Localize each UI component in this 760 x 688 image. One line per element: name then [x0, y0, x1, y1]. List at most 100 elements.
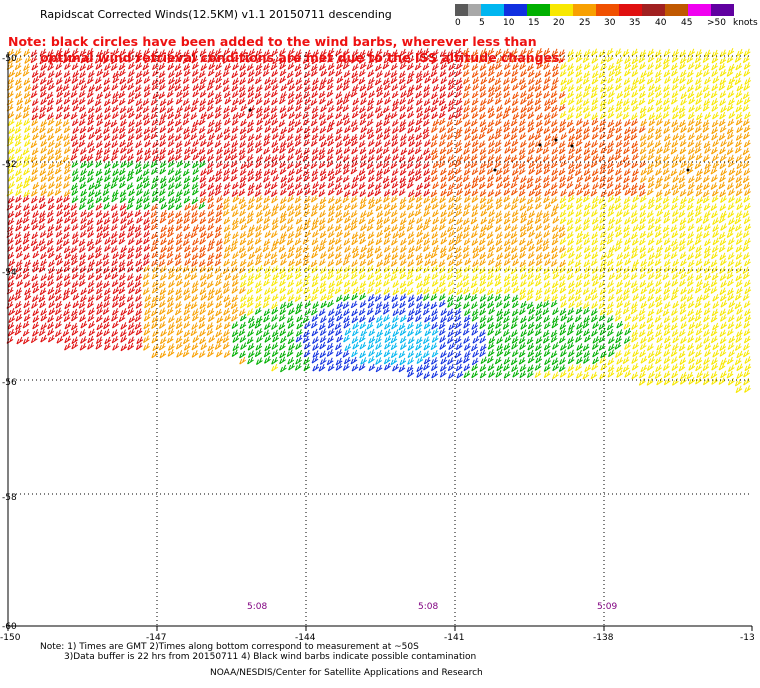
wind-barb — [727, 252, 735, 260]
wind-barb — [279, 301, 287, 310]
wind-barb — [222, 69, 230, 78]
wind-barb — [279, 286, 287, 294]
wind-barb — [208, 189, 215, 197]
wind-barb — [696, 112, 703, 121]
wind-barb — [560, 132, 568, 140]
wind-barb — [655, 364, 662, 373]
wind-barb — [503, 308, 511, 317]
wind-barb — [736, 202, 744, 211]
wind-barb — [71, 231, 79, 240]
wind-barb — [368, 328, 376, 337]
wind-barb — [63, 146, 71, 154]
wind-barb — [438, 279, 446, 288]
wind-barb — [310, 69, 318, 77]
wind-barb — [167, 224, 175, 233]
wind-barb — [311, 56, 319, 65]
wind-barb — [248, 48, 256, 57]
wind-barb — [56, 237, 64, 246]
wind-barb — [616, 320, 624, 329]
wind-barb — [624, 280, 631, 288]
wind-barb — [502, 174, 510, 183]
wind-barb — [479, 161, 487, 169]
wind-barb — [286, 133, 294, 142]
wind-barb — [664, 140, 672, 148]
wind-barb — [216, 202, 224, 211]
wind-barb — [720, 299, 728, 308]
wind-barb — [727, 293, 735, 301]
wind-barb — [614, 68, 622, 77]
wind-barb — [271, 97, 278, 106]
wind-barb — [255, 132, 262, 141]
wind-barb — [222, 209, 230, 217]
wind-barb — [304, 96, 312, 105]
wind-barb — [263, 97, 271, 106]
wind-barb — [472, 175, 480, 184]
wind-barb — [200, 230, 207, 239]
wind-barb — [606, 250, 614, 259]
wind-barb — [270, 77, 278, 85]
wind-barb — [134, 280, 142, 288]
wind-barb — [687, 328, 695, 337]
wind-barb — [38, 223, 46, 231]
wind-barb — [64, 301, 72, 310]
wind-barb — [503, 293, 511, 302]
lon-label: -13 — [740, 633, 755, 643]
wind-barb — [535, 252, 543, 260]
wind-barb — [88, 182, 96, 191]
wind-barb — [135, 140, 143, 149]
wind-barb — [686, 77, 694, 85]
wind-barb — [390, 335, 398, 344]
wind-barb — [432, 244, 440, 253]
wind-barb — [544, 133, 552, 141]
wind-barb — [694, 62, 702, 70]
wind-barb — [295, 174, 303, 183]
wind-barb — [519, 132, 527, 140]
wind-barb — [232, 231, 239, 240]
wind-barb — [623, 77, 631, 86]
wind-barb — [63, 314, 71, 322]
wind-barb — [342, 272, 350, 280]
wind-barb — [310, 118, 318, 127]
wind-barb — [15, 223, 22, 232]
wind-barb — [735, 244, 743, 253]
wind-barb — [168, 280, 175, 288]
wind-barb — [278, 96, 286, 105]
wind-barb — [150, 300, 158, 309]
wind-barb — [231, 329, 239, 338]
wind-barb — [486, 126, 494, 134]
wind-barb — [120, 83, 128, 91]
wind-barb — [224, 314, 231, 322]
wind-barb — [120, 322, 128, 330]
wind-barb — [176, 327, 184, 336]
wind-barb — [230, 48, 238, 57]
wind-barb — [166, 258, 174, 266]
wind-barb — [223, 105, 231, 114]
wind-barb — [614, 182, 622, 191]
wind-barb — [175, 210, 182, 219]
wind-barb — [366, 251, 374, 259]
wind-barb — [271, 160, 278, 168]
wind-barb — [487, 322, 495, 330]
wind-barb — [176, 105, 184, 114]
wind-barb — [614, 224, 622, 233]
wind-barb — [96, 112, 103, 121]
wind-barb — [591, 147, 598, 156]
wind-barb — [263, 195, 271, 204]
legend-swatch — [455, 4, 468, 16]
wind-barb — [96, 307, 103, 315]
wind-barb — [279, 307, 287, 316]
wind-barb — [543, 315, 551, 323]
wind-barb — [359, 280, 367, 289]
wind-barb — [712, 237, 720, 246]
wind-barb — [183, 280, 191, 288]
wind-barb — [280, 223, 287, 231]
wind-barb — [311, 307, 318, 316]
wind-barb — [24, 125, 31, 133]
wind-barb — [151, 82, 159, 91]
wind-barb — [454, 308, 462, 316]
wind-barb — [320, 173, 327, 182]
wind-barb — [8, 308, 16, 316]
wind-barb — [376, 217, 384, 225]
wind-barb — [694, 237, 702, 245]
wind-barb — [231, 273, 239, 281]
